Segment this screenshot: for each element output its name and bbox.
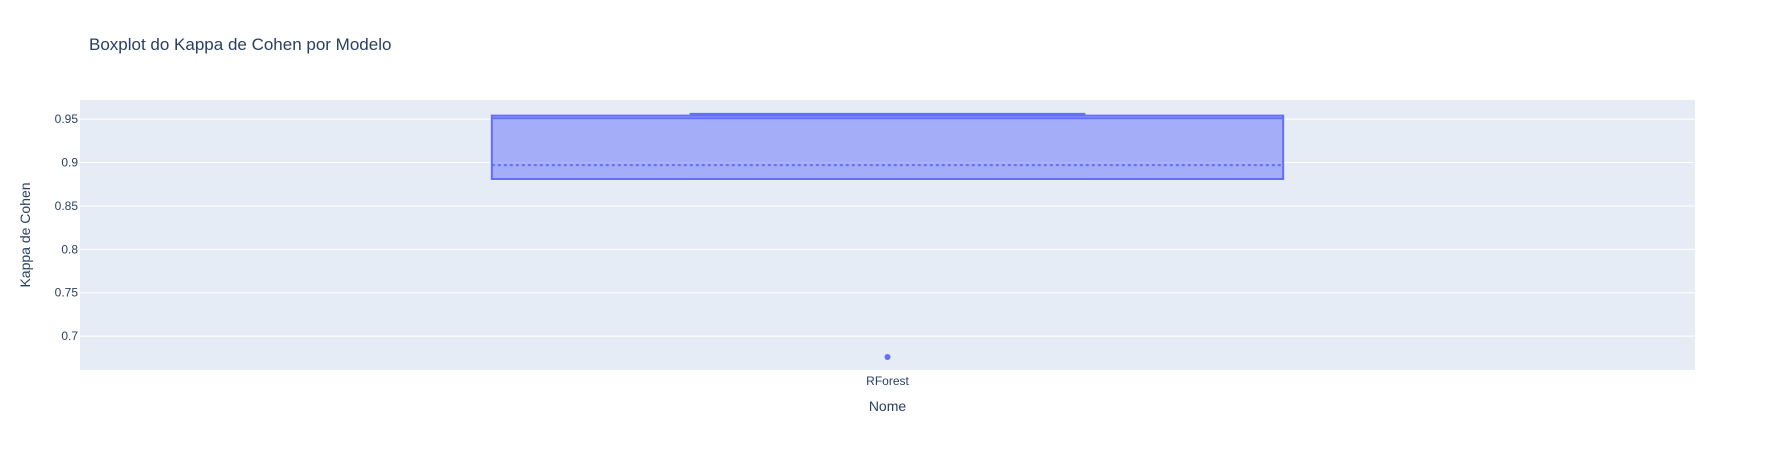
outlier-point xyxy=(884,353,891,360)
y-tick-label: 0.9 xyxy=(61,156,78,170)
x-tick-label: RForest xyxy=(866,374,909,388)
box-iqr xyxy=(490,114,1285,181)
box-traces xyxy=(490,112,1285,360)
x-axis-title: Nome xyxy=(869,398,907,414)
x-axis-ticks: RForest xyxy=(866,374,909,388)
y-tick-label: 0.7 xyxy=(61,329,78,343)
y-axis-ticks: 0.7 0.75 0.8 0.85 0.9 0.95 xyxy=(55,112,79,343)
y-tick-label: 0.8 xyxy=(61,242,78,256)
y-tick-label: 0.95 xyxy=(55,112,79,126)
chart-title: Boxplot do Kappa de Cohen por Modelo xyxy=(89,35,391,54)
y-tick-label: 0.85 xyxy=(55,199,79,213)
y-tick-label: 0.75 xyxy=(55,286,79,300)
y-axis-title: Kappa de Cohen xyxy=(17,182,33,287)
box-trace xyxy=(490,112,1285,360)
